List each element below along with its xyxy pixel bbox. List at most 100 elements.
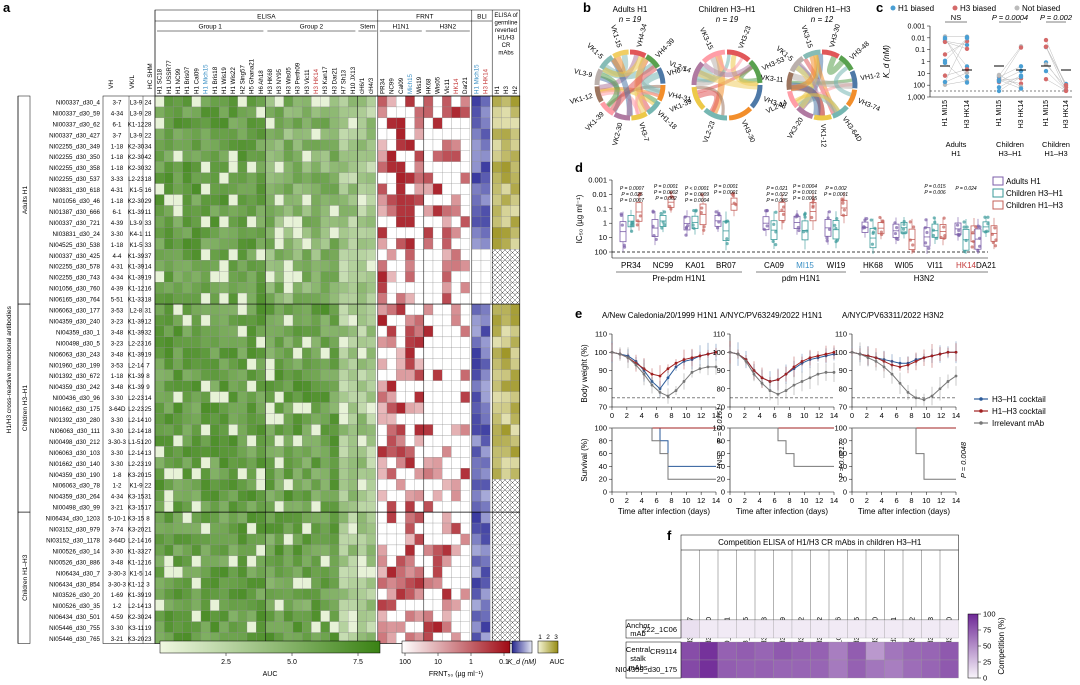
data-point: [942, 225, 946, 229]
heatmap-cell: [210, 468, 220, 480]
heatmap-cell: [451, 347, 461, 359]
heatmap-cell: [423, 95, 434, 108]
legend-label: Irrelevant mAb: [992, 419, 1045, 428]
heatmap-cell: [492, 358, 502, 370]
y-tick: 80: [717, 384, 725, 393]
heatmap-cell: [442, 533, 452, 546]
heatmap-cell: [939, 641, 959, 661]
heatmap-cell: [386, 347, 397, 359]
x-tick: 2: [625, 411, 629, 420]
data-point: [797, 228, 801, 233]
heatmap-cell: [501, 435, 511, 447]
heatmap-cell: [773, 641, 793, 661]
heatmap-cell: [283, 380, 294, 392]
heatmap-cell: [423, 183, 434, 195]
heatmap-cell: [338, 599, 349, 611]
heatmap-cell: [173, 446, 183, 458]
heatmap-cell: [228, 391, 238, 403]
heatmap-cell: [256, 511, 266, 524]
heatmap-cell: [191, 588, 202, 600]
data-point: [781, 212, 786, 216]
mab-name: NI06063_d30_243: [49, 351, 100, 358]
heatmap-cell: [219, 128, 229, 140]
heatmap-cell: [237, 117, 248, 129]
heatmap-cell: [432, 522, 443, 535]
heatmap-cell: [320, 391, 330, 403]
heatmap-cell: [210, 457, 220, 469]
p-value: P = 0.025: [621, 192, 643, 198]
heatmap-cell: [396, 314, 406, 327]
data-point: [801, 230, 806, 234]
heatmap-cell: [311, 522, 321, 535]
heatmap-cell: [405, 194, 415, 206]
heatmap-cell: [357, 555, 367, 567]
heatmap-cell: [717, 641, 737, 661]
y-label: IC₅₀ (µg ml⁻¹): [575, 194, 584, 243]
heatmap-cell: [386, 577, 397, 589]
heatmap-cell: [154, 292, 165, 305]
heatmap-cell: [366, 577, 376, 589]
heatmap-cell: [460, 533, 470, 546]
heatmap-cell: [501, 413, 511, 425]
heatmap-cell: [311, 533, 321, 546]
weight-point: [800, 380, 804, 383]
data-point: [841, 201, 845, 205]
heatmap-cell: [451, 599, 461, 611]
heatmap-cell: [246, 183, 257, 195]
heatmap-cell: [283, 588, 294, 600]
data-point: [782, 205, 786, 209]
vkl-gene: L2-14: [128, 362, 144, 369]
heatmap-cell: [510, 391, 520, 403]
heatmap-cell: [492, 391, 502, 403]
heatmap-cell: [939, 659, 959, 679]
germline-title: germline: [494, 21, 518, 27]
heatmap-cell: [357, 325, 367, 338]
heatmap-cell: [200, 479, 211, 491]
heatmap-cell: [480, 271, 491, 283]
column-label: cH6/1: [359, 77, 366, 94]
hc-shm: 28: [145, 121, 152, 128]
data-point: [630, 229, 634, 233]
vkl-gene: K3-20: [128, 527, 145, 534]
mab-name: NI00498_d30_5: [56, 340, 101, 347]
x-tick: 2: [743, 411, 747, 420]
heatmap-cell: [386, 621, 397, 633]
heatmap-cell: [432, 325, 443, 338]
heatmap-cell: [492, 446, 502, 458]
y-tick: 80: [839, 384, 847, 393]
column-label: H1 Wis22: [230, 67, 237, 94]
heatmap-cell: [256, 501, 266, 513]
heatmap-cell: [386, 479, 397, 491]
heatmap-cell: [292, 282, 303, 294]
heatmap-cell: [191, 358, 202, 370]
side-title: H1/H3 cross-reactive monoclonal antibodi…: [6, 305, 13, 433]
y-tick: 40: [599, 462, 607, 471]
heatmap-cell: [210, 479, 220, 491]
mab-name: NI02255_d30_350: [49, 154, 100, 161]
y-tick: 0: [603, 488, 607, 497]
data-point: [964, 80, 970, 85]
heatmap-cell: [501, 610, 511, 622]
heatmap-cell: [366, 292, 376, 305]
data-point: [911, 249, 915, 253]
heatmap-cell: [492, 271, 502, 283]
hc-shm: 27: [145, 548, 152, 555]
heatmap-cell: [173, 555, 183, 567]
heatmap-cell: [338, 435, 349, 447]
data-point: [964, 238, 968, 243]
heatmap-cell: [405, 446, 415, 458]
heatmap-cell: [173, 325, 183, 338]
heatmap-cell: [302, 566, 312, 578]
heatmap-cell: [492, 468, 502, 480]
y-tick: 100: [594, 248, 607, 257]
heatmap-cell: [699, 659, 719, 679]
y-tick: 60: [717, 449, 725, 458]
y-tick: 0.1: [597, 204, 607, 213]
y-tick: 70: [717, 403, 725, 412]
heatmap-cell: [246, 303, 257, 316]
data-point: [827, 227, 832, 231]
virus-label: BR07: [716, 261, 737, 270]
data-point: [925, 230, 929, 235]
heatmap-cell: [246, 216, 257, 228]
heatmap-cell: [228, 205, 238, 217]
